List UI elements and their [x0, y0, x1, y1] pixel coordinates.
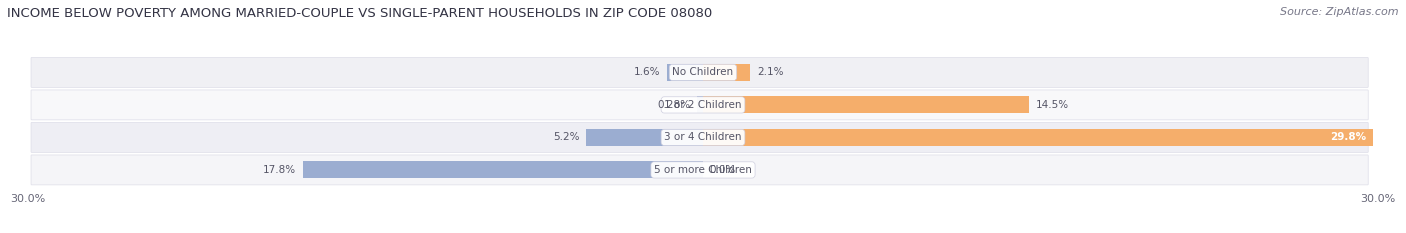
Text: 5 or more Children: 5 or more Children [654, 165, 752, 175]
Text: 17.8%: 17.8% [263, 165, 295, 175]
Text: 0.0%: 0.0% [710, 165, 735, 175]
Text: Source: ZipAtlas.com: Source: ZipAtlas.com [1281, 7, 1399, 17]
Text: 3 or 4 Children: 3 or 4 Children [664, 132, 742, 142]
Text: INCOME BELOW POVERTY AMONG MARRIED-COUPLE VS SINGLE-PARENT HOUSEHOLDS IN ZIP COD: INCOME BELOW POVERTY AMONG MARRIED-COUPL… [7, 7, 713, 20]
Text: 2.1%: 2.1% [756, 67, 783, 77]
Text: 29.8%: 29.8% [1330, 132, 1367, 142]
Bar [703, 129, 1374, 146]
Bar [302, 161, 703, 178]
FancyBboxPatch shape [31, 155, 1368, 185]
Bar [697, 96, 703, 113]
Text: 0.28%: 0.28% [657, 100, 690, 110]
Text: 1.6%: 1.6% [634, 67, 661, 77]
Bar [586, 129, 703, 146]
FancyBboxPatch shape [31, 90, 1368, 120]
Bar [703, 64, 751, 81]
Text: No Children: No Children [672, 67, 734, 77]
FancyBboxPatch shape [31, 123, 1368, 152]
Bar [666, 64, 703, 81]
Text: 5.2%: 5.2% [553, 132, 579, 142]
Text: 14.5%: 14.5% [1036, 100, 1069, 110]
FancyBboxPatch shape [31, 58, 1368, 87]
Text: 1 or 2 Children: 1 or 2 Children [664, 100, 742, 110]
Bar [703, 96, 1029, 113]
